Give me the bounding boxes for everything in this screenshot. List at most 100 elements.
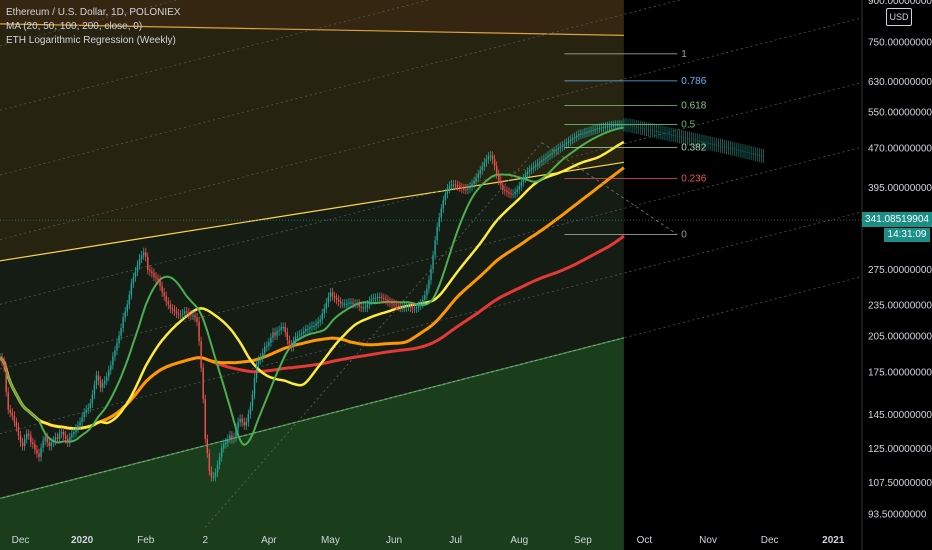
projection-body [727,147,730,149]
candle-body [278,330,280,332]
candle-body [526,171,529,175]
candle-body [69,437,71,443]
projection-body [734,148,736,150]
candle-body [323,308,325,314]
candle-body [52,440,55,443]
projection-body [709,143,711,145]
candle-body [582,133,584,135]
candle-body [300,333,303,335]
candle-body [122,317,124,328]
candle-body [179,314,182,316]
candle-body [403,307,406,309]
candle-body [145,252,147,257]
candle-body [588,131,590,133]
candle-body [399,306,401,308]
candle-body [524,174,527,179]
projection-body [729,147,732,149]
y-tick-label: 630.00000000 [868,77,932,88]
projection-body [635,126,637,128]
currency-button[interactable]: USD [886,8,912,26]
candle-body [520,182,523,187]
candle-body [157,278,159,280]
candle-body [395,304,397,306]
candle-body [134,271,137,278]
candle-body [214,472,217,477]
candle-body [471,183,473,187]
candle-body [551,152,553,155]
x-tick-label: Dec [12,535,30,546]
candle-body [58,433,61,439]
candle-body [222,444,225,448]
x-tick-label: Apr [261,535,277,546]
projection-body [758,154,761,156]
fib-level-label: 0.618 [681,101,706,112]
projection-body [682,136,685,138]
candle-body [38,453,40,458]
x-tick-label: 2 [202,535,208,546]
candle-body [541,160,543,162]
candle-body [261,352,264,358]
candle-body [173,309,176,312]
candle-body [25,433,28,439]
projection-body [711,143,713,145]
projection-body [760,155,763,157]
projection-body [744,151,746,153]
candle-body [534,164,537,167]
candle-body [489,155,492,157]
y-tick-label: 125.00000000 [868,444,932,455]
candle-body [126,304,128,312]
projection-body [686,137,689,139]
projection-body [678,136,681,138]
candle-body [32,442,34,445]
legend-ma[interactable]: MA (20, 50, 100, 200, close, 0) [6,21,143,32]
last-price-label: 341.08519904 [862,212,932,228]
candle-body [374,297,377,299]
candle-body [298,334,301,336]
x-tick-label: May [321,535,340,546]
legend-regression[interactable]: ETH Logarithmic Regression (Weekly) [6,35,176,46]
projection-body [699,140,701,142]
candle-body [50,442,53,446]
regression-dotted-5 [0,0,682,176]
candle-body [512,193,514,195]
candle-body [415,307,418,309]
projection-body [756,154,759,156]
candle-body [151,271,153,274]
candle-body [352,302,354,304]
regression-zone-lower [0,337,624,550]
candle-body [391,302,393,304]
projection-body [623,124,625,126]
candle-body [516,189,518,193]
projection-body [701,141,703,143]
candle-body [381,297,383,299]
candle-body [325,302,328,309]
candle-body [473,181,475,184]
candle-body [559,146,562,149]
candle-body [364,307,367,309]
candle-body [15,422,18,427]
projection-body [695,139,697,141]
candle-body [475,177,477,182]
candle-body [561,145,564,147]
candle-body [537,163,539,165]
projection-body [713,144,715,146]
legend-symbol[interactable]: Ethereum / U.S. Dollar, 1D, POLONIEX [6,7,181,18]
projection-body [723,146,726,148]
candle-body [3,361,5,368]
projection-body [658,131,660,133]
regression-dotted-2 [0,146,863,370]
candle-body [108,370,110,377]
y-tick-label: 395.00000000 [868,183,932,194]
candle-body [576,135,578,137]
candle-body [200,341,202,368]
candle-body [212,476,215,478]
candle-body [621,124,623,126]
candle-body [95,375,98,385]
x-tick-label: Jun [386,535,402,546]
candle-body [327,297,330,303]
candle-body [294,336,297,342]
ma50-line [0,140,625,430]
candle-body [165,296,167,302]
candle-body [138,258,141,265]
